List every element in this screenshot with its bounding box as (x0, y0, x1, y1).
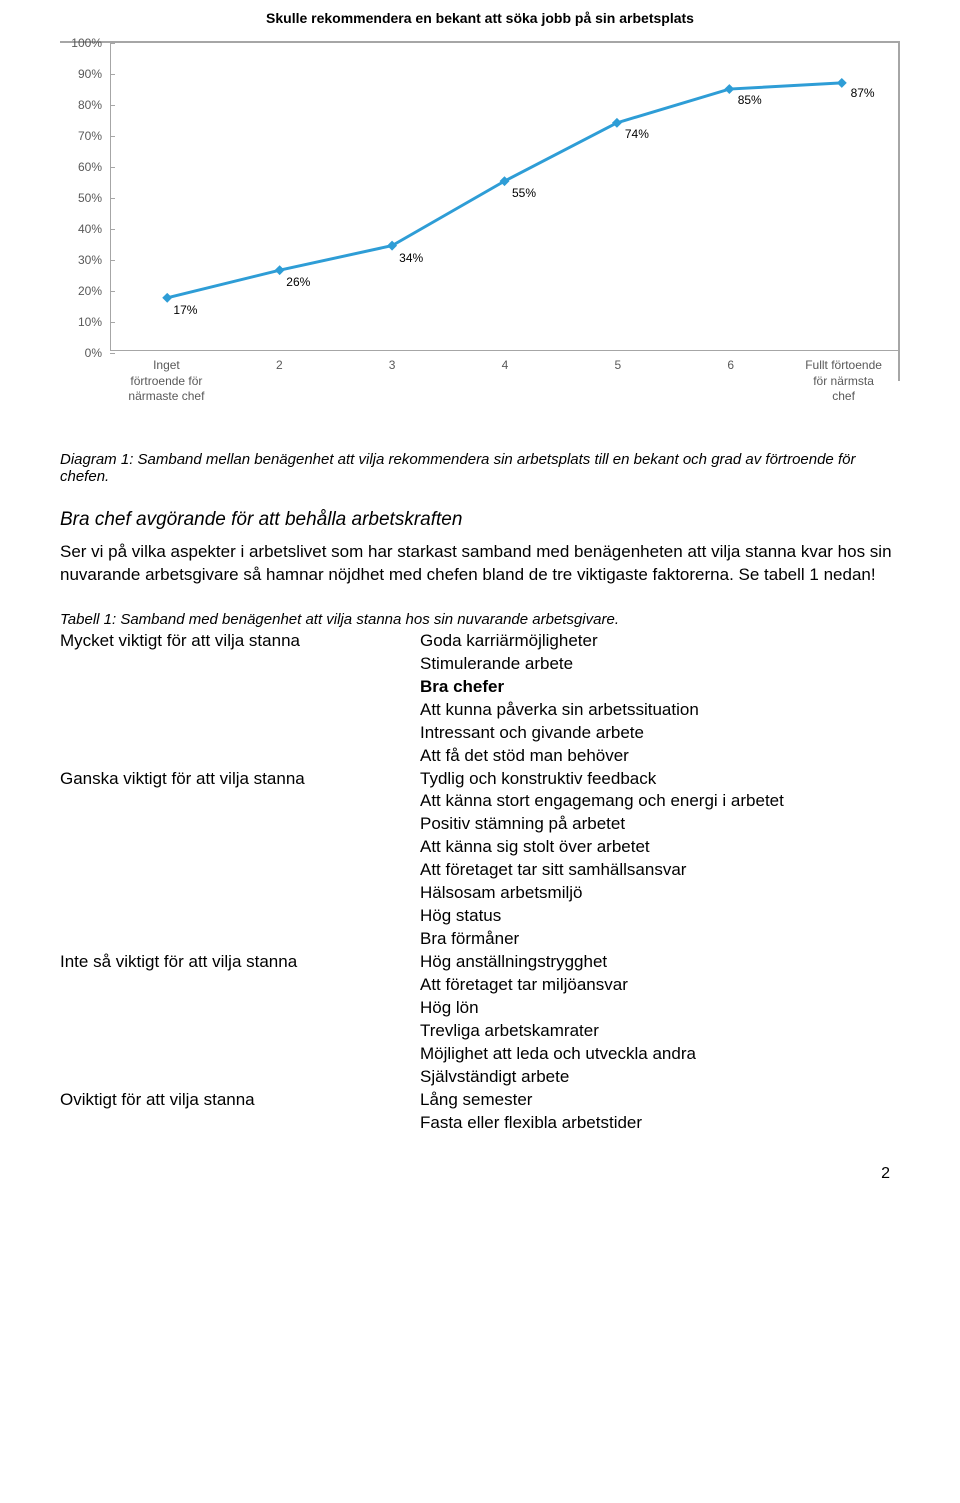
chart-data-label: 17% (173, 303, 197, 317)
table-value: Att företaget tar sitt samhällsansvar (420, 859, 900, 882)
table-value: Intressant och givande arbete (420, 722, 900, 745)
x-tick-label: Ingetförtroende förnärmaste chef (106, 358, 226, 405)
chart-data-label: 87% (851, 86, 875, 100)
chart-plot: 17% 26% 34% 55% 74% 85% 87% (110, 43, 898, 351)
table-group-label: Inte så viktigt för att vilja stanna (60, 951, 420, 974)
y-tick-label: 90% (60, 67, 110, 81)
table-group-label: Ganska viktigt för att vilja stanna (60, 768, 420, 791)
page-number: 2 (60, 1165, 900, 1183)
table-value: Att känna stort engagemang och energi i … (420, 790, 900, 813)
chart-title: Skulle rekommendera en bekant att söka j… (60, 10, 900, 26)
chart-data-label: 55% (512, 186, 536, 200)
chart-data-label: 26% (286, 275, 310, 289)
y-tick-label: 60% (60, 160, 110, 174)
table-column-values: Goda karriärmöjligheterStimulerande arbe… (420, 630, 900, 1135)
table-value: Att kunna påverka sin arbetssituation (420, 699, 900, 722)
table-value: Hög anställningstrygghet (420, 951, 900, 974)
chart-data-label: 34% (399, 251, 423, 265)
table-value: Stimulerande arbete (420, 653, 900, 676)
table-value: Att företaget tar miljöansvar (420, 974, 900, 997)
y-tick-label: 40% (60, 222, 110, 236)
y-tick-label: 70% (60, 129, 110, 143)
line-chart: Skulle rekommendera en bekant att söka j… (60, 10, 900, 381)
table-value: Lång semester (420, 1089, 900, 1112)
table-value: Hälsosam arbetsmiljö (420, 882, 900, 905)
section-heading: Bra chef avgörande för att behålla arbet… (60, 509, 900, 531)
table-value: Fasta eller flexibla arbetstider (420, 1112, 900, 1135)
table-value: Hög status (420, 905, 900, 928)
table-value: Positiv stämning på arbetet (420, 813, 900, 836)
table-group-label: Oviktigt för att vilja stanna (60, 1089, 420, 1112)
chart-data-label: 74% (625, 127, 649, 141)
section-body: Ser vi på vilka aspekter i arbetslivet s… (60, 541, 900, 587)
y-tick-label: 20% (60, 284, 110, 298)
table-value: Tydlig och konstruktiv feedback (420, 768, 900, 791)
y-tick-label: 80% (60, 98, 110, 112)
table-value: Goda karriärmöjligheter (420, 630, 900, 653)
y-tick-label: 50% (60, 191, 110, 205)
chart-line-svg (111, 43, 898, 350)
table-value: Att känna sig stolt över arbetet (420, 836, 900, 859)
x-tick-label: 4 (445, 358, 565, 374)
table-value: Hög lön (420, 997, 900, 1020)
x-tick-label: 3 (332, 358, 452, 374)
table-caption: Tabell 1: Samband med benägenhet att vil… (60, 611, 900, 628)
table-value: Trevliga arbetskamrater (420, 1020, 900, 1043)
y-tick-label: 10% (60, 315, 110, 329)
table-value: Att få det stöd man behöver (420, 745, 900, 768)
table: Mycket viktigt för att vilja stanna Gans… (60, 630, 900, 1135)
table-value: Möjlighet att leda och utveckla andra (420, 1043, 900, 1066)
x-tick-label: 2 (219, 358, 339, 374)
x-tick-label: 6 (671, 358, 791, 374)
x-tick-label: Fullt förtoendeför närmstachef (784, 358, 904, 405)
figure-caption: Diagram 1: Samband mellan benägenhet att… (60, 451, 900, 485)
y-tick-label: 0% (60, 346, 110, 360)
y-tick-label: 100% (60, 36, 110, 50)
table-value: Bra förmåner (420, 928, 900, 951)
y-tick-label: 30% (60, 253, 110, 267)
table-group-label: Mycket viktigt för att vilja stanna (60, 630, 420, 653)
table-value: Bra chefer (420, 676, 900, 699)
table-column-category: Mycket viktigt för att vilja stanna Gans… (60, 630, 420, 1135)
table-value: Självständigt arbete (420, 1066, 900, 1089)
chart-data-label: 85% (738, 93, 762, 107)
x-tick-label: 5 (558, 358, 678, 374)
chart-area: 0%10%20%30%40%50%60%70%80%90%100% 17%26%… (60, 41, 900, 381)
